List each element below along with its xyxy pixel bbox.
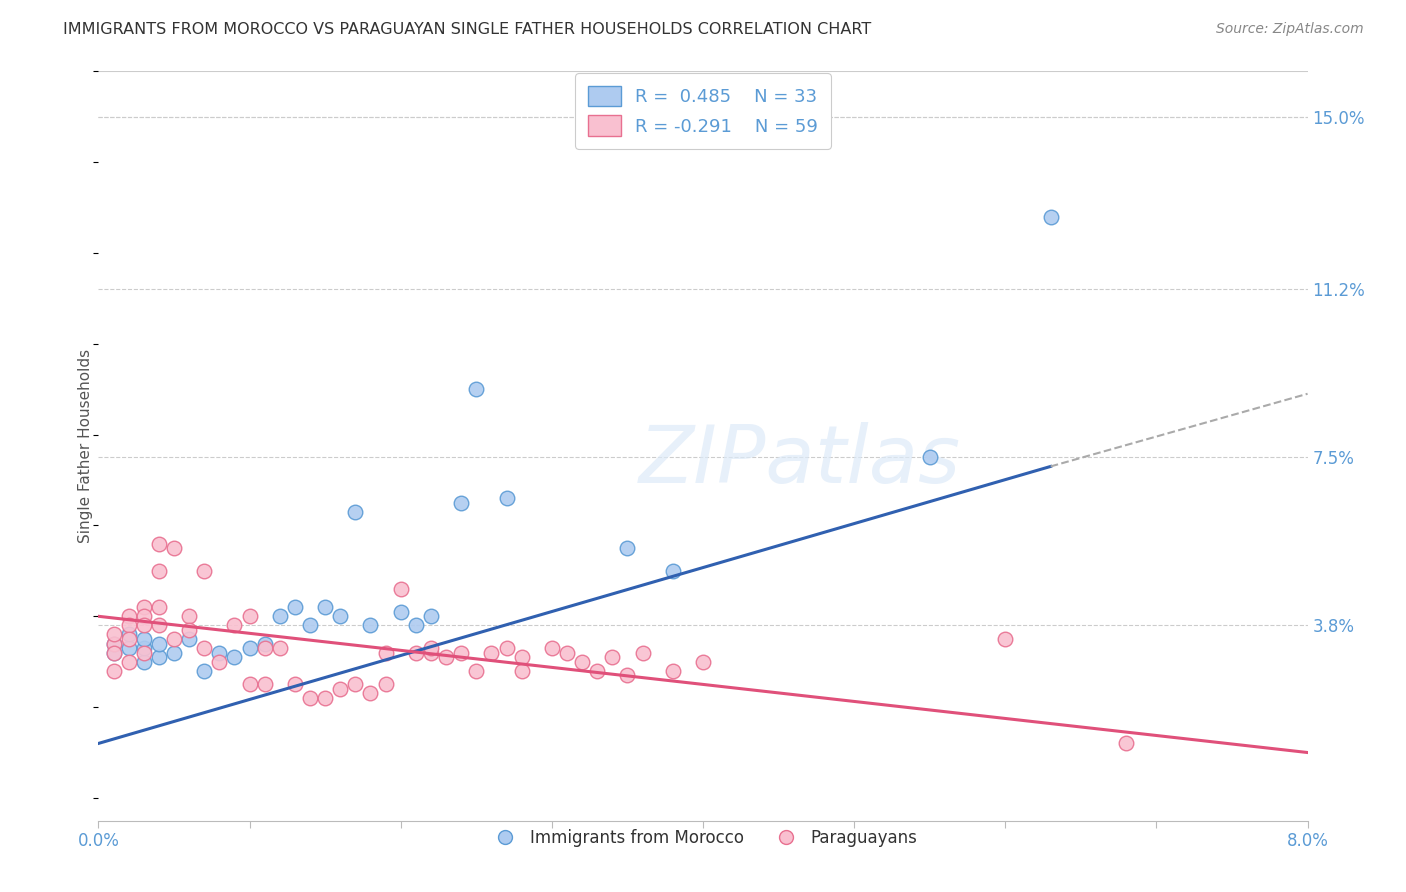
Y-axis label: Single Father Households: Single Father Households — [77, 349, 93, 543]
Point — [405, 646, 427, 660]
Point — [132, 655, 155, 669]
Point — [284, 600, 307, 615]
Point — [631, 646, 654, 660]
Point — [465, 382, 488, 396]
Point — [314, 600, 336, 615]
Point — [344, 677, 367, 691]
Point — [586, 664, 609, 678]
Point — [420, 641, 443, 656]
Point — [148, 600, 170, 615]
Text: IMMIGRANTS FROM MOROCCO VS PARAGUAYAN SINGLE FATHER HOUSEHOLDS CORRELATION CHART: IMMIGRANTS FROM MOROCCO VS PARAGUAYAN SI… — [63, 22, 872, 37]
Point — [994, 632, 1017, 646]
Point — [661, 564, 683, 578]
Text: Source: ZipAtlas.com: Source: ZipAtlas.com — [1216, 22, 1364, 37]
Point — [616, 668, 638, 682]
Point — [253, 641, 276, 656]
Point — [208, 655, 231, 669]
Point — [314, 691, 336, 706]
Point — [118, 655, 141, 669]
Point — [360, 686, 382, 700]
Point — [299, 691, 322, 706]
Point — [132, 609, 155, 624]
Point — [148, 536, 170, 550]
Point — [163, 541, 186, 556]
Point — [571, 655, 593, 669]
Point — [495, 491, 517, 506]
Point — [269, 609, 291, 624]
Point — [389, 582, 412, 596]
Point — [118, 632, 141, 646]
Point — [193, 641, 215, 656]
Point — [179, 609, 201, 624]
Point — [420, 609, 443, 624]
Point — [374, 677, 396, 691]
Point — [148, 618, 170, 632]
Point — [118, 609, 141, 624]
Point — [1039, 210, 1062, 224]
Point — [132, 618, 155, 632]
Point — [360, 618, 382, 632]
Point — [465, 664, 488, 678]
Point — [132, 600, 155, 615]
Point — [193, 664, 215, 678]
Point — [329, 609, 352, 624]
Point — [163, 646, 186, 660]
Point — [118, 641, 141, 656]
Point — [208, 646, 231, 660]
Point — [103, 646, 125, 660]
Point — [481, 646, 503, 660]
Point — [450, 496, 472, 510]
Point — [103, 646, 125, 660]
Point — [179, 623, 201, 637]
Point — [118, 618, 141, 632]
Point — [103, 627, 125, 641]
Point — [132, 646, 155, 660]
Point — [224, 618, 246, 632]
Point — [239, 641, 262, 656]
Point — [540, 641, 562, 656]
Point — [555, 646, 578, 660]
Point — [103, 636, 125, 650]
Point — [103, 664, 125, 678]
Point — [434, 650, 457, 665]
Point — [602, 650, 624, 665]
Point — [148, 564, 170, 578]
Point — [389, 605, 412, 619]
Point — [510, 664, 533, 678]
Point — [299, 618, 322, 632]
Point — [253, 677, 276, 691]
Point — [132, 641, 155, 656]
Point — [510, 650, 533, 665]
Point — [103, 636, 125, 650]
Point — [495, 641, 517, 656]
Legend: Immigrants from Morocco, Paraguayans: Immigrants from Morocco, Paraguayans — [482, 822, 924, 854]
Point — [132, 632, 155, 646]
Point — [179, 632, 201, 646]
Point — [374, 646, 396, 660]
Text: ZIPatlas: ZIPatlas — [638, 422, 960, 500]
Point — [692, 655, 714, 669]
Point — [1115, 736, 1137, 750]
Point — [405, 618, 427, 632]
Point — [224, 650, 246, 665]
Point — [239, 677, 262, 691]
Point — [239, 609, 262, 624]
Point — [193, 564, 215, 578]
Point — [284, 677, 307, 691]
Point — [269, 641, 291, 656]
Point — [118, 627, 141, 641]
Point — [344, 505, 367, 519]
Point — [661, 664, 683, 678]
Point — [420, 646, 443, 660]
Point — [450, 646, 472, 660]
Point — [918, 450, 941, 465]
Point — [148, 636, 170, 650]
Point — [616, 541, 638, 556]
Point — [148, 650, 170, 665]
Point — [329, 681, 352, 696]
Point — [163, 632, 186, 646]
Point — [253, 636, 276, 650]
